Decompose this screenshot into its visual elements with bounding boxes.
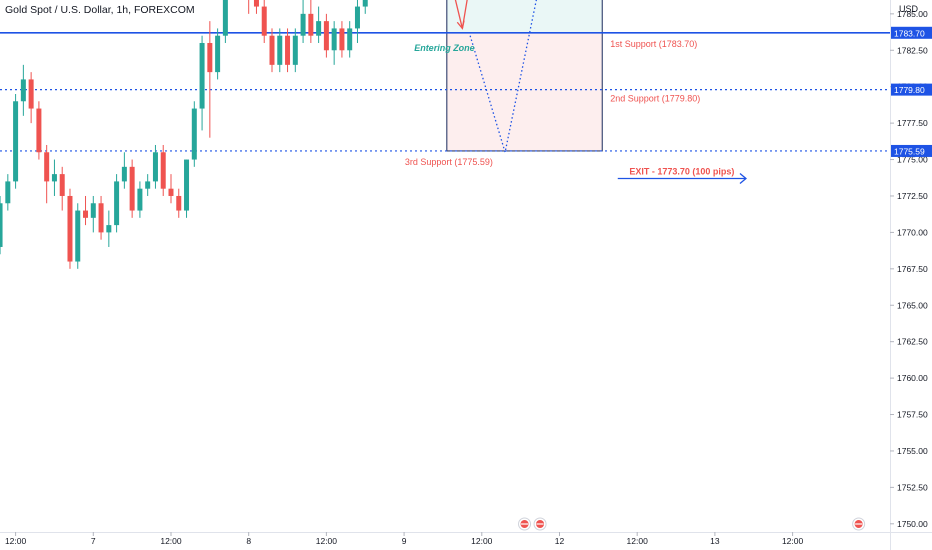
level-price-label-3: 1775.59 (894, 146, 925, 156)
candle-body (269, 35, 275, 65)
candle-body (129, 166, 135, 211)
candle-body (152, 152, 158, 182)
entering-zone-label: Entering Zone (414, 43, 475, 53)
zone-border (446, 0, 603, 152)
candle-body (28, 79, 34, 109)
candle-body (215, 35, 221, 73)
currency-label: USD (899, 4, 919, 14)
candle-body (90, 203, 96, 218)
candle-body (145, 181, 151, 189)
candle-body (316, 21, 322, 36)
candle-body (168, 188, 174, 196)
exit-label: EXIT - 1773.70 (100 pips) (629, 166, 734, 176)
x-tick-label: 12:00 (160, 536, 182, 546)
candle-body (0, 203, 3, 247)
red-arrowhead-down (456, 20, 465, 30)
y-tick-label: 1782.50 (897, 45, 928, 55)
candle-body (51, 174, 57, 182)
candle-body (114, 181, 120, 226)
y-tick-label: 1767.50 (897, 264, 928, 274)
candle-body (160, 152, 166, 189)
y-tick-label: 1770.00 (897, 227, 928, 237)
candle-body (59, 174, 65, 196)
y-tick-label: 1755.00 (897, 446, 928, 456)
level-price-badge-2 (891, 83, 932, 96)
x-tick-label: 7 (91, 536, 96, 546)
y-tick-label: 1757.50 (897, 410, 928, 420)
candle-body (36, 108, 42, 153)
blue-projection-path (469, 0, 537, 153)
candle-body (222, 0, 228, 36)
candle-body (20, 79, 26, 102)
candle-body (285, 35, 291, 65)
candle-body (184, 159, 190, 211)
x-tick-label: 12:00 (627, 536, 649, 546)
y-tick-label: 1777.50 (897, 118, 928, 128)
candle-body (300, 13, 306, 36)
candle-body (277, 35, 283, 65)
candle-body (5, 181, 11, 204)
plot-area: Entering Zone 1st Support (1783.70) 2nd Su… (0, 0, 890, 531)
candle-body (106, 225, 112, 233)
level-price-label-2: 1779.80 (894, 85, 925, 95)
exit-arrowhead (739, 172, 747, 184)
entry-zone (446, 32, 603, 151)
candle-body (137, 188, 143, 211)
candle-body (67, 195, 73, 262)
y-tick-label: 1775.00 (897, 155, 928, 165)
level-price-badge-3 (891, 144, 932, 157)
x-tick-label: 8 (246, 536, 251, 546)
chart-title: Gold Spot / U.S. Dollar, 1h, FOREXCOM (5, 4, 195, 16)
x-tick-label: 9 (402, 536, 407, 546)
y-tick-label: 1760.00 (897, 373, 928, 383)
x-tick-label: 12:00 (471, 536, 493, 546)
candle-body (253, 0, 259, 7)
candle-body (207, 42, 213, 73)
x-tick-label: 12:00 (5, 536, 27, 546)
support-2-label: 2nd Support (1779.80) (610, 94, 700, 104)
y-tick-label: 1772.50 (897, 191, 928, 201)
x-tick-label: 13 (710, 536, 720, 546)
candle-body (75, 210, 81, 262)
level-price-label-1: 1783.70 (894, 28, 925, 38)
x-tick-label: 12:00 (782, 536, 804, 546)
candle-body (98, 203, 104, 233)
candle-body (331, 28, 337, 51)
candle-body (362, 0, 368, 7)
candle-body (199, 42, 205, 109)
x-tick-label: 12:00 (316, 536, 338, 546)
level-price-badge-1 (891, 26, 932, 39)
candle-body (347, 28, 353, 51)
profit-zone (446, 0, 603, 33)
x-tick-label: 12 (555, 536, 565, 546)
candle-body (44, 152, 50, 182)
support-1-label: 1st Support (1783.70) (610, 39, 697, 49)
y-tick-label: 1750.00 (897, 519, 928, 529)
candle-body (176, 195, 182, 211)
candle-body (83, 210, 89, 218)
candle-body (308, 13, 314, 36)
y-tick-label: 1785.00 (897, 9, 928, 19)
y-tick-label: 1765.00 (897, 300, 928, 310)
candle-body (354, 6, 360, 29)
candle-body (121, 166, 127, 182)
candle-body (292, 35, 298, 65)
y-tick-label: 1762.50 (897, 337, 928, 347)
candle-body (339, 28, 345, 51)
candle-body (13, 101, 19, 182)
candle-body (191, 108, 197, 160)
y-tick-label: 1752.50 (897, 482, 928, 492)
candle-body (261, 6, 267, 36)
support-3-label: 3rd Support (1775.59) (405, 157, 493, 167)
candle-body (323, 21, 329, 51)
